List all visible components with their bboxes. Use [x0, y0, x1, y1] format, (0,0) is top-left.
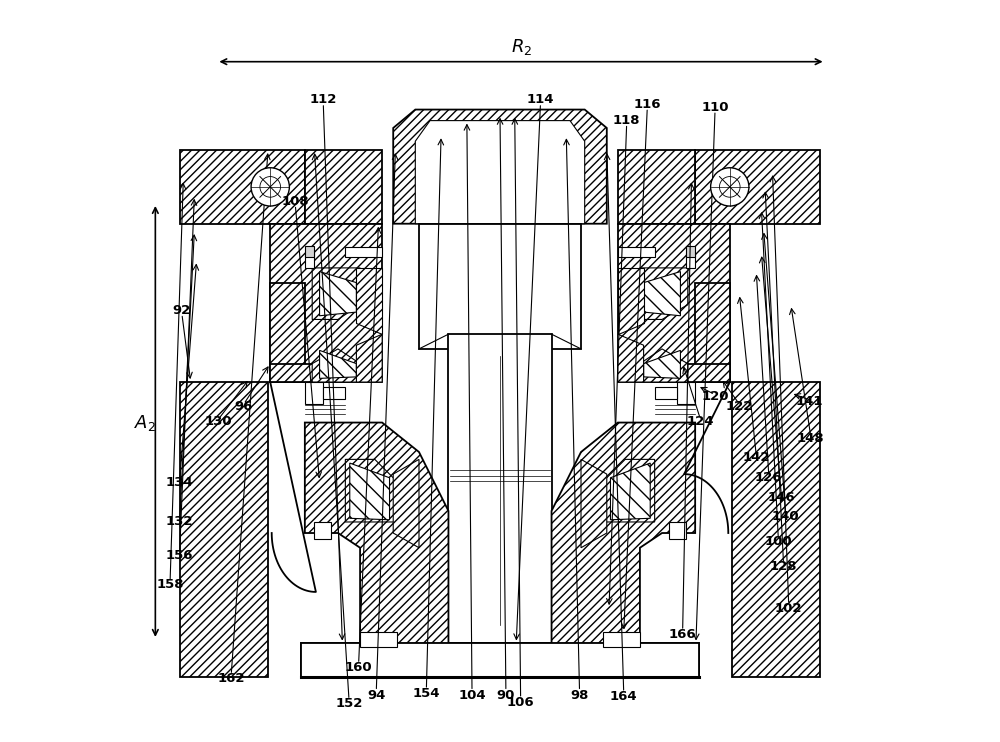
Polygon shape: [448, 334, 552, 643]
Polygon shape: [301, 643, 699, 677]
Polygon shape: [305, 382, 323, 404]
Polygon shape: [686, 253, 695, 268]
Text: 141: 141: [796, 395, 823, 408]
Circle shape: [711, 168, 749, 206]
Text: 122: 122: [726, 400, 753, 413]
Polygon shape: [350, 463, 390, 519]
Text: 106: 106: [507, 696, 534, 709]
Polygon shape: [415, 121, 585, 223]
Polygon shape: [393, 110, 607, 223]
Text: 126: 126: [755, 471, 783, 485]
Text: 90: 90: [497, 689, 515, 701]
Polygon shape: [644, 350, 680, 378]
Text: 110: 110: [701, 101, 729, 114]
Polygon shape: [677, 382, 695, 404]
Polygon shape: [419, 223, 581, 349]
Polygon shape: [345, 247, 382, 257]
Text: 96: 96: [235, 400, 253, 413]
Polygon shape: [356, 268, 382, 334]
Polygon shape: [314, 522, 331, 539]
Text: 124: 124: [687, 415, 714, 427]
Polygon shape: [640, 349, 688, 382]
Polygon shape: [356, 334, 382, 382]
Circle shape: [251, 168, 289, 206]
Polygon shape: [305, 422, 448, 643]
Text: 156: 156: [166, 548, 193, 562]
Polygon shape: [695, 150, 820, 223]
Polygon shape: [301, 643, 699, 677]
Text: 98: 98: [570, 689, 589, 701]
Polygon shape: [695, 283, 730, 382]
Polygon shape: [320, 350, 356, 378]
Text: 134: 134: [166, 476, 193, 490]
Text: 160: 160: [345, 660, 372, 674]
Polygon shape: [655, 387, 677, 399]
Text: 120: 120: [701, 390, 729, 403]
Polygon shape: [603, 632, 640, 647]
Text: 146: 146: [768, 491, 795, 504]
Polygon shape: [305, 253, 314, 268]
Text: 132: 132: [166, 516, 193, 528]
Polygon shape: [640, 268, 688, 320]
Text: 164: 164: [610, 690, 638, 703]
Text: 112: 112: [310, 93, 337, 107]
Polygon shape: [610, 463, 650, 519]
Text: 130: 130: [205, 415, 232, 427]
Text: 102: 102: [775, 602, 802, 614]
Text: 104: 104: [458, 689, 486, 701]
Polygon shape: [270, 283, 305, 382]
Polygon shape: [552, 422, 695, 643]
Text: $A_2$: $A_2$: [134, 413, 156, 433]
Text: 118: 118: [613, 114, 640, 127]
Polygon shape: [618, 268, 644, 334]
Text: 142: 142: [743, 451, 770, 464]
Polygon shape: [305, 246, 314, 257]
Text: 162: 162: [217, 672, 245, 686]
Text: 158: 158: [156, 578, 184, 591]
Polygon shape: [180, 150, 305, 223]
Text: 154: 154: [413, 687, 440, 700]
Text: 152: 152: [335, 697, 363, 710]
Polygon shape: [312, 268, 360, 320]
Polygon shape: [320, 272, 356, 316]
Polygon shape: [345, 459, 397, 522]
Text: 116: 116: [634, 98, 661, 111]
Circle shape: [260, 177, 281, 197]
Polygon shape: [686, 246, 695, 257]
Text: 114: 114: [527, 93, 554, 107]
Text: 92: 92: [173, 304, 191, 317]
Polygon shape: [618, 223, 730, 382]
Polygon shape: [312, 349, 360, 382]
Polygon shape: [603, 459, 655, 522]
Polygon shape: [618, 150, 695, 223]
Polygon shape: [270, 223, 382, 382]
Text: $R_2$: $R_2$: [511, 37, 533, 57]
Text: 94: 94: [367, 689, 385, 701]
Text: 148: 148: [797, 433, 825, 445]
Polygon shape: [360, 632, 397, 647]
Text: 166: 166: [669, 628, 696, 641]
Polygon shape: [323, 387, 345, 399]
Polygon shape: [581, 459, 607, 548]
Text: 108: 108: [281, 195, 309, 208]
Polygon shape: [651, 364, 730, 382]
Text: 100: 100: [765, 536, 792, 548]
Polygon shape: [393, 459, 419, 548]
Polygon shape: [270, 364, 349, 382]
Circle shape: [719, 177, 740, 197]
Text: 128: 128: [770, 559, 797, 573]
Text: 140: 140: [772, 510, 800, 523]
Polygon shape: [305, 150, 382, 223]
Polygon shape: [732, 382, 820, 677]
Polygon shape: [618, 334, 644, 382]
Polygon shape: [669, 522, 686, 539]
Polygon shape: [618, 247, 655, 257]
Polygon shape: [180, 382, 268, 677]
Polygon shape: [644, 272, 680, 316]
